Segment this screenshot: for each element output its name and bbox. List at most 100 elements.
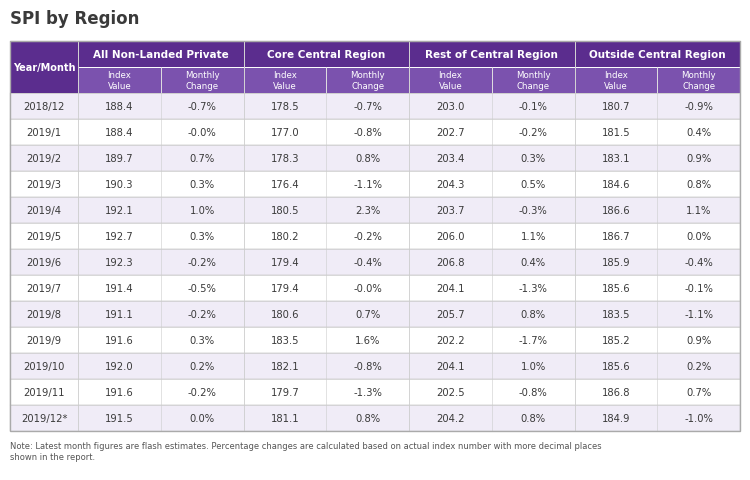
Text: Monthly
Change: Monthly Change	[681, 71, 716, 91]
Text: 205.7: 205.7	[436, 309, 465, 319]
Text: 2019/5: 2019/5	[26, 231, 62, 241]
Bar	[10, 276, 740, 301]
Text: All Non-Landed Private: All Non-Landed Private	[93, 50, 229, 60]
Text: -1.7%: -1.7%	[519, 336, 548, 345]
Text: 1.0%: 1.0%	[520, 361, 546, 371]
Text: -1.1%: -1.1%	[353, 180, 382, 190]
Text: -0.2%: -0.2%	[188, 309, 217, 319]
Text: 177.0: 177.0	[271, 128, 299, 138]
Text: -0.9%: -0.9%	[684, 102, 713, 112]
Text: 180.2: 180.2	[271, 231, 299, 241]
Text: 2019/11: 2019/11	[23, 387, 64, 397]
Text: 189.7: 189.7	[105, 154, 134, 164]
Text: 0.8%: 0.8%	[355, 154, 380, 164]
Text: -0.0%: -0.0%	[188, 128, 217, 138]
Text: -1.1%: -1.1%	[684, 309, 713, 319]
Text: 185.6: 185.6	[602, 283, 630, 293]
Bar	[10, 146, 740, 172]
Bar	[492, 68, 574, 94]
Text: shown in the report.: shown in the report.	[10, 452, 95, 461]
Text: 183.5: 183.5	[602, 309, 630, 319]
Text: 0.2%: 0.2%	[686, 361, 711, 371]
Text: SPI by Region: SPI by Region	[10, 10, 140, 28]
Text: 206.8: 206.8	[436, 257, 464, 267]
Text: -0.7%: -0.7%	[188, 102, 217, 112]
Text: 188.4: 188.4	[105, 128, 134, 138]
Bar	[10, 120, 740, 146]
Text: 0.8%: 0.8%	[520, 309, 546, 319]
Text: 202.2: 202.2	[436, 336, 465, 345]
Text: 0.2%: 0.2%	[190, 361, 214, 371]
Text: -0.8%: -0.8%	[519, 387, 548, 397]
Text: 2019/12*: 2019/12*	[21, 413, 68, 423]
Bar	[10, 379, 740, 405]
Bar	[10, 172, 740, 198]
Bar	[10, 405, 740, 431]
Text: 186.6: 186.6	[602, 205, 630, 216]
Text: 0.3%: 0.3%	[190, 336, 214, 345]
Text: 0.8%: 0.8%	[686, 180, 711, 190]
Text: 0.7%: 0.7%	[686, 387, 711, 397]
Text: 203.4: 203.4	[436, 154, 464, 164]
Text: -0.2%: -0.2%	[519, 128, 548, 138]
Bar	[574, 42, 740, 68]
Text: 0.0%: 0.0%	[190, 413, 214, 423]
Text: 2019/4: 2019/4	[26, 205, 62, 216]
Bar	[10, 42, 78, 94]
Text: 192.1: 192.1	[105, 205, 134, 216]
Text: 180.6: 180.6	[271, 309, 299, 319]
Text: 204.1: 204.1	[436, 283, 464, 293]
Text: 191.5: 191.5	[105, 413, 134, 423]
Text: 184.6: 184.6	[602, 180, 630, 190]
Text: 2019/10: 2019/10	[23, 361, 64, 371]
Text: -0.0%: -0.0%	[353, 283, 382, 293]
Text: 184.9: 184.9	[602, 413, 630, 423]
Text: 191.4: 191.4	[105, 283, 134, 293]
Text: 0.8%: 0.8%	[520, 413, 546, 423]
Text: 204.3: 204.3	[436, 180, 464, 190]
Text: 181.5: 181.5	[602, 128, 630, 138]
Text: 176.4: 176.4	[271, 180, 299, 190]
Text: 185.6: 185.6	[602, 361, 630, 371]
Text: 192.7: 192.7	[105, 231, 134, 241]
Text: 203.7: 203.7	[436, 205, 464, 216]
Text: -1.0%: -1.0%	[684, 413, 713, 423]
Text: 0.3%: 0.3%	[190, 180, 214, 190]
Text: 0.3%: 0.3%	[520, 154, 546, 164]
Text: Year/Month: Year/Month	[13, 63, 75, 73]
Text: 0.3%: 0.3%	[190, 231, 214, 241]
Text: -1.3%: -1.3%	[519, 283, 548, 293]
Text: 202.5: 202.5	[436, 387, 465, 397]
Text: 0.9%: 0.9%	[686, 336, 711, 345]
Text: 182.1: 182.1	[271, 361, 299, 371]
Text: 1.1%: 1.1%	[520, 231, 546, 241]
Text: 0.7%: 0.7%	[355, 309, 380, 319]
Bar	[10, 42, 740, 431]
Text: 191.1: 191.1	[105, 309, 134, 319]
Text: Rest of Central Region: Rest of Central Region	[425, 50, 558, 60]
Text: -0.1%: -0.1%	[684, 283, 713, 293]
Bar	[78, 68, 160, 94]
Text: 188.4: 188.4	[105, 102, 134, 112]
Text: 2.3%: 2.3%	[355, 205, 380, 216]
Text: Outside Central Region: Outside Central Region	[589, 50, 725, 60]
Text: Index
Value: Index Value	[107, 71, 131, 91]
Text: Index
Value: Index Value	[273, 71, 297, 91]
Text: -0.8%: -0.8%	[353, 361, 382, 371]
Bar	[657, 68, 740, 94]
Bar	[10, 94, 740, 120]
Text: 202.7: 202.7	[436, 128, 465, 138]
Bar	[574, 68, 657, 94]
Text: Monthly
Change: Monthly Change	[516, 71, 550, 91]
Text: 0.5%: 0.5%	[520, 180, 546, 190]
Text: 0.0%: 0.0%	[686, 231, 711, 241]
Text: Monthly
Change: Monthly Change	[184, 71, 220, 91]
Bar	[10, 224, 740, 250]
Text: 180.7: 180.7	[602, 102, 630, 112]
Text: 192.0: 192.0	[105, 361, 134, 371]
Text: -0.1%: -0.1%	[519, 102, 548, 112]
Text: 185.2: 185.2	[602, 336, 630, 345]
Bar	[10, 250, 740, 276]
Bar	[409, 68, 492, 94]
Text: 1.1%: 1.1%	[686, 205, 711, 216]
